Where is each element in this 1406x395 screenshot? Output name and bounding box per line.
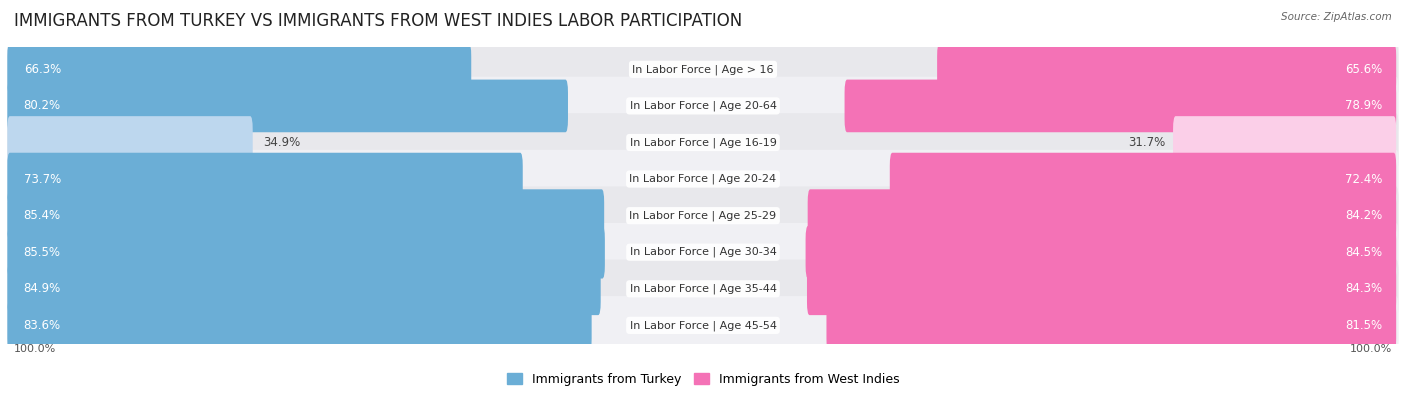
FancyBboxPatch shape	[807, 189, 1396, 242]
FancyBboxPatch shape	[890, 153, 1396, 205]
FancyBboxPatch shape	[7, 40, 1399, 99]
FancyBboxPatch shape	[7, 226, 605, 278]
Text: 34.9%: 34.9%	[263, 136, 301, 149]
FancyBboxPatch shape	[7, 260, 1399, 318]
FancyBboxPatch shape	[845, 79, 1396, 132]
FancyBboxPatch shape	[7, 77, 1399, 135]
FancyBboxPatch shape	[806, 226, 1396, 278]
Text: 65.6%: 65.6%	[1346, 63, 1382, 76]
Text: 85.4%: 85.4%	[24, 209, 60, 222]
FancyBboxPatch shape	[7, 189, 605, 242]
FancyBboxPatch shape	[7, 299, 592, 352]
FancyBboxPatch shape	[7, 113, 1399, 172]
FancyBboxPatch shape	[7, 153, 523, 205]
Text: 31.7%: 31.7%	[1128, 136, 1166, 149]
Text: IMMIGRANTS FROM TURKEY VS IMMIGRANTS FROM WEST INDIES LABOR PARTICIPATION: IMMIGRANTS FROM TURKEY VS IMMIGRANTS FRO…	[14, 12, 742, 30]
Text: 72.4%: 72.4%	[1346, 173, 1382, 186]
FancyBboxPatch shape	[7, 186, 1399, 245]
Text: 85.5%: 85.5%	[24, 246, 60, 259]
FancyBboxPatch shape	[1173, 116, 1396, 169]
Text: 66.3%: 66.3%	[24, 63, 60, 76]
Text: 78.9%: 78.9%	[1346, 100, 1382, 113]
FancyBboxPatch shape	[7, 79, 568, 132]
Text: 84.2%: 84.2%	[1346, 209, 1382, 222]
Text: In Labor Force | Age 25-29: In Labor Force | Age 25-29	[630, 211, 776, 221]
Text: In Labor Force | Age 45-54: In Labor Force | Age 45-54	[630, 320, 776, 331]
Text: In Labor Force | Age 20-24: In Labor Force | Age 20-24	[630, 174, 776, 184]
Legend: Immigrants from Turkey, Immigrants from West Indies: Immigrants from Turkey, Immigrants from …	[502, 368, 904, 391]
Text: 73.7%: 73.7%	[24, 173, 60, 186]
FancyBboxPatch shape	[7, 150, 1399, 208]
FancyBboxPatch shape	[7, 296, 1399, 355]
FancyBboxPatch shape	[938, 43, 1396, 96]
FancyBboxPatch shape	[7, 43, 471, 96]
Text: Source: ZipAtlas.com: Source: ZipAtlas.com	[1281, 12, 1392, 22]
Text: 84.5%: 84.5%	[1346, 246, 1382, 259]
Text: 80.2%: 80.2%	[24, 100, 60, 113]
Text: In Labor Force | Age 30-34: In Labor Force | Age 30-34	[630, 247, 776, 258]
FancyBboxPatch shape	[7, 116, 253, 169]
Text: In Labor Force | Age > 16: In Labor Force | Age > 16	[633, 64, 773, 75]
FancyBboxPatch shape	[807, 262, 1396, 315]
Text: 84.9%: 84.9%	[24, 282, 60, 295]
FancyBboxPatch shape	[7, 262, 600, 315]
FancyBboxPatch shape	[7, 223, 1399, 282]
Text: In Labor Force | Age 35-44: In Labor Force | Age 35-44	[630, 284, 776, 294]
FancyBboxPatch shape	[827, 299, 1396, 352]
Text: In Labor Force | Age 20-64: In Labor Force | Age 20-64	[630, 101, 776, 111]
Text: 100.0%: 100.0%	[1350, 344, 1392, 354]
Text: 83.6%: 83.6%	[24, 319, 60, 332]
Text: 81.5%: 81.5%	[1346, 319, 1382, 332]
Text: In Labor Force | Age 16-19: In Labor Force | Age 16-19	[630, 137, 776, 148]
Text: 100.0%: 100.0%	[14, 344, 56, 354]
Text: 84.3%: 84.3%	[1346, 282, 1382, 295]
